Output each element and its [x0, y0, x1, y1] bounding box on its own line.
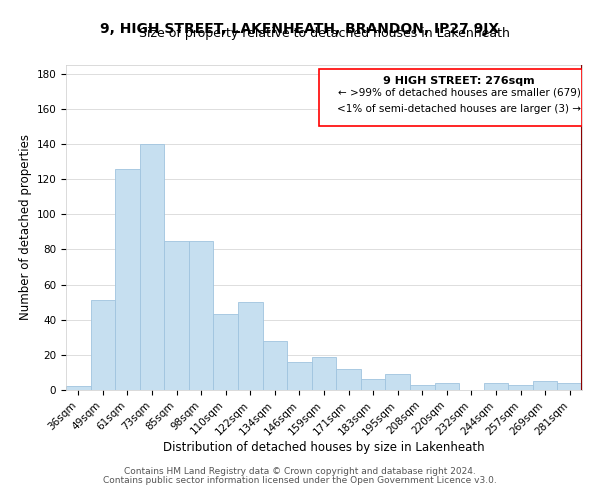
Text: Contains public sector information licensed under the Open Government Licence v3: Contains public sector information licen…	[103, 476, 497, 485]
X-axis label: Distribution of detached houses by size in Lakenheath: Distribution of detached houses by size …	[163, 440, 485, 454]
Text: <1% of semi-detached houses are larger (3) →: <1% of semi-detached houses are larger (…	[337, 104, 581, 114]
Y-axis label: Number of detached properties: Number of detached properties	[19, 134, 32, 320]
Text: ← >99% of detached houses are smaller (679): ← >99% of detached houses are smaller (6…	[338, 88, 581, 98]
Bar	[533, 381, 557, 390]
Bar	[91, 300, 115, 390]
Bar	[238, 302, 263, 390]
Bar	[214, 314, 238, 390]
Bar	[508, 384, 533, 390]
Bar	[140, 144, 164, 390]
Bar	[410, 384, 434, 390]
Bar	[434, 383, 459, 390]
Text: 9, HIGH STREET, LAKENHEATH, BRANDON, IP27 9JX: 9, HIGH STREET, LAKENHEATH, BRANDON, IP2…	[100, 22, 500, 36]
Title: Size of property relative to detached houses in Lakenheath: Size of property relative to detached ho…	[139, 27, 509, 40]
Bar	[287, 362, 312, 390]
Bar	[189, 240, 214, 390]
Bar	[361, 380, 385, 390]
Text: Contains HM Land Registry data © Crown copyright and database right 2024.: Contains HM Land Registry data © Crown c…	[124, 467, 476, 476]
Bar	[66, 386, 91, 390]
Text: 9 HIGH STREET: 276sqm: 9 HIGH STREET: 276sqm	[383, 76, 535, 86]
Bar	[115, 168, 140, 390]
Bar	[484, 383, 508, 390]
Bar	[164, 240, 189, 390]
Bar	[312, 356, 336, 390]
Bar	[557, 383, 582, 390]
Bar	[263, 341, 287, 390]
Bar	[385, 374, 410, 390]
FancyBboxPatch shape	[319, 68, 582, 126]
Bar	[336, 369, 361, 390]
